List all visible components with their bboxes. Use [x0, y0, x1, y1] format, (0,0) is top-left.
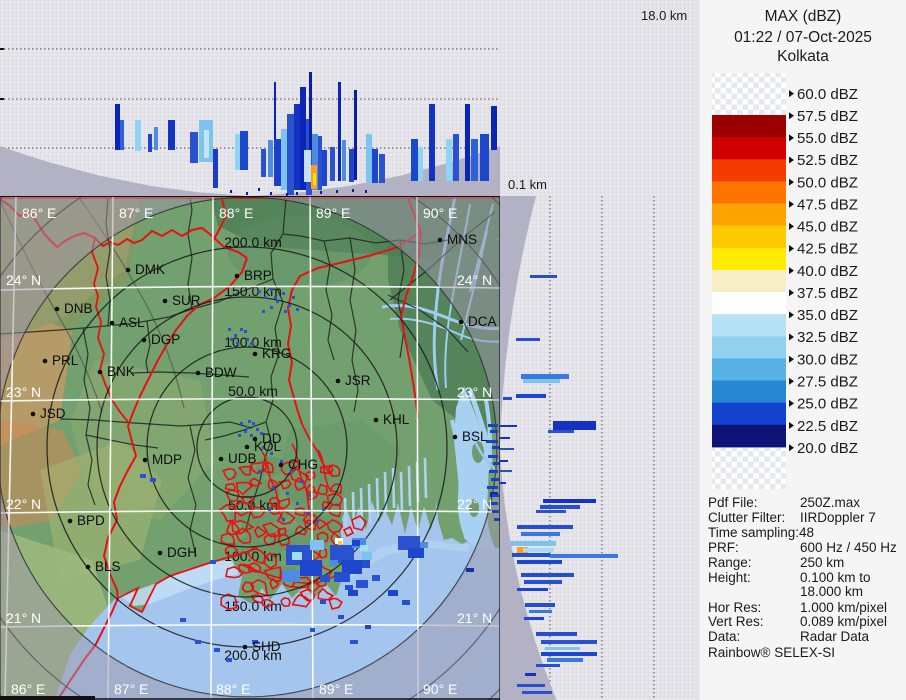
svg-text:DNB: DNB — [64, 301, 93, 316]
svg-text:BNK: BNK — [107, 364, 135, 379]
svg-text:Clutter Filter:: Clutter Filter: — [708, 510, 785, 525]
svg-text:57.5 dBZ: 57.5 dBZ — [797, 108, 858, 125]
svg-text:42.5 dBZ: 42.5 dBZ — [797, 241, 858, 258]
svg-text:1.000 km/pixel: 1.000 km/pixel — [800, 600, 887, 615]
svg-text:100.0 km: 100.0 km — [224, 548, 282, 564]
svg-text:Radar Data: Radar Data — [800, 629, 870, 644]
svg-text:88° E: 88° E — [216, 681, 250, 697]
svg-text:MAX (dBZ): MAX (dBZ) — [765, 8, 842, 25]
svg-text:MNS: MNS — [447, 232, 477, 247]
svg-text:DMK: DMK — [135, 262, 165, 277]
svg-text:PRF:: PRF: — [708, 540, 739, 555]
svg-text:JSD: JSD — [40, 406, 66, 421]
svg-text:Range:: Range: — [708, 555, 752, 570]
svg-text:UDB: UDB — [228, 451, 257, 466]
svg-text:22.5 dBZ: 22.5 dBZ — [797, 418, 858, 435]
svg-text:200.0 km: 200.0 km — [224, 647, 282, 663]
svg-text:0.100 km to: 0.100 km to — [800, 570, 871, 585]
svg-text:PRL: PRL — [52, 353, 79, 368]
svg-text:52.5 dBZ: 52.5 dBZ — [797, 152, 858, 169]
svg-text:KHL: KHL — [383, 412, 410, 427]
svg-text:SHD: SHD — [252, 639, 281, 654]
svg-text:250Z.max: 250Z.max — [800, 495, 860, 510]
svg-text:BLS: BLS — [95, 559, 121, 574]
svg-text:Kolkata: Kolkata — [777, 48, 829, 65]
svg-text:Vert Res:: Vert Res: — [708, 614, 764, 629]
svg-text:BRP: BRP — [244, 268, 272, 283]
svg-text:21° N: 21° N — [457, 610, 492, 626]
svg-text:87° E: 87° E — [119, 205, 153, 221]
svg-text:22° N: 22° N — [6, 496, 41, 512]
svg-text:BSL: BSL — [462, 429, 488, 444]
svg-text:Rainbow® SELEX-SI: Rainbow® SELEX-SI — [708, 645, 835, 660]
svg-text:50.0 km: 50.0 km — [228, 383, 278, 399]
svg-text:18.0 km: 18.0 km — [641, 8, 687, 23]
svg-text:0.1 km: 0.1 km — [508, 177, 547, 192]
svg-text:Data:: Data: — [708, 629, 740, 644]
svg-text:01:22 / 07-Oct-2025: 01:22 / 07-Oct-2025 — [734, 29, 872, 46]
svg-text:89° E: 89° E — [316, 205, 350, 221]
svg-text:KRG: KRG — [262, 346, 291, 361]
svg-text:JSR: JSR — [345, 373, 371, 388]
svg-text:45.0 dBZ: 45.0 dBZ — [797, 219, 858, 236]
svg-text:600 Hz / 450 Hz: 600 Hz / 450 Hz — [800, 540, 897, 555]
svg-text:21° N: 21° N — [6, 610, 41, 626]
svg-text:DCA: DCA — [468, 314, 497, 329]
svg-text:Pdf File:: Pdf File: — [708, 495, 758, 510]
svg-text:0.089 km/pixel: 0.089 km/pixel — [800, 614, 887, 629]
svg-text:150.0 km: 150.0 km — [224, 598, 282, 614]
svg-text:BDW: BDW — [205, 365, 237, 380]
svg-text:Height:: Height: — [708, 570, 751, 585]
svg-text:27.5 dBZ: 27.5 dBZ — [797, 373, 858, 390]
svg-text:DGP: DGP — [151, 332, 180, 347]
svg-text:20.0 dBZ: 20.0 dBZ — [797, 440, 858, 457]
svg-text:55.0 dBZ: 55.0 dBZ — [797, 130, 858, 147]
svg-text:IIRDoppler 7: IIRDoppler 7 — [800, 510, 876, 525]
svg-text:250 km: 250 km — [800, 555, 844, 570]
svg-text:40.0 dBZ: 40.0 dBZ — [797, 263, 858, 280]
svg-text:24° N: 24° N — [457, 272, 492, 288]
svg-text:22° N: 22° N — [457, 496, 492, 512]
svg-text:86° E: 86° E — [11, 681, 45, 697]
svg-text:ASL: ASL — [119, 315, 145, 330]
svg-text:BPD: BPD — [77, 513, 105, 528]
svg-text:32.5 dBZ: 32.5 dBZ — [797, 329, 858, 346]
svg-text:18.000 km: 18.000 km — [800, 584, 863, 599]
svg-text:86° E: 86° E — [22, 205, 56, 221]
svg-text:DD: DD — [262, 431, 282, 446]
svg-text:60.0 dBZ: 60.0 dBZ — [797, 86, 858, 103]
svg-text:KOL: KOL — [254, 439, 282, 454]
svg-text:50.0 km: 50.0 km — [228, 497, 278, 513]
svg-text:MDP: MDP — [152, 452, 182, 467]
svg-text:23° N: 23° N — [457, 384, 492, 400]
svg-text:50.0 dBZ: 50.0 dBZ — [797, 174, 858, 191]
svg-text:90° E: 90° E — [423, 205, 457, 221]
svg-text:47.5 dBZ: 47.5 dBZ — [797, 196, 858, 213]
svg-text:DGH: DGH — [167, 545, 197, 560]
svg-text:SUR: SUR — [172, 293, 201, 308]
svg-text:37.5 dBZ: 37.5 dBZ — [797, 285, 858, 302]
svg-text:24° N: 24° N — [6, 272, 41, 288]
svg-text:23° N: 23° N — [6, 384, 41, 400]
svg-text:89° E: 89° E — [319, 681, 353, 697]
svg-text:88° E: 88° E — [219, 205, 253, 221]
svg-text:35.0 dBZ: 35.0 dBZ — [797, 307, 858, 324]
svg-text:Hor Res:: Hor Res: — [708, 600, 761, 615]
svg-text:30.0 dBZ: 30.0 dBZ — [797, 351, 858, 368]
svg-text:CHG: CHG — [288, 457, 318, 472]
svg-text:87° E: 87° E — [114, 681, 148, 697]
svg-text:200.0 km: 200.0 km — [224, 234, 282, 250]
svg-text:90° E: 90° E — [423, 681, 457, 697]
svg-text:25.0 dBZ: 25.0 dBZ — [797, 396, 858, 413]
svg-text:Time sampling:48: Time sampling:48 — [708, 525, 814, 540]
